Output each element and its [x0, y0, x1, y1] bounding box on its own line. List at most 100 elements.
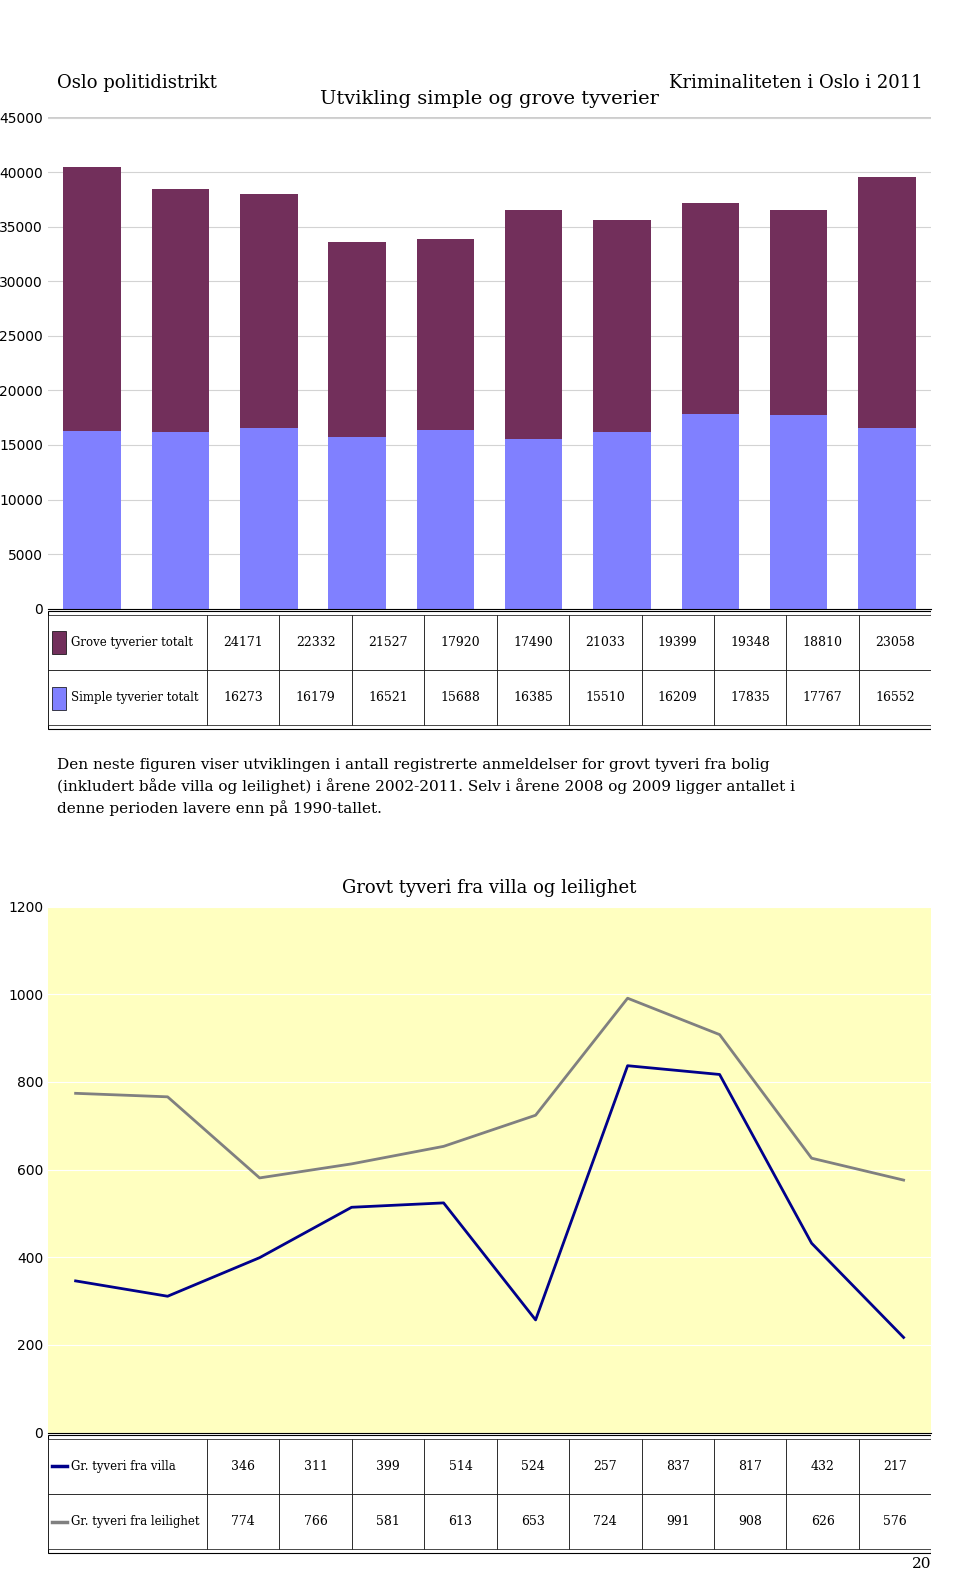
Text: 774: 774: [231, 1516, 255, 1528]
Bar: [424, 670, 496, 725]
Bar: [496, 1493, 569, 1549]
Bar: [152, 432, 209, 608]
Bar: [858, 428, 916, 608]
Bar: [714, 1493, 786, 1549]
Bar: [569, 670, 641, 725]
Bar: [505, 440, 563, 608]
Bar: [351, 1439, 424, 1493]
Bar: [328, 438, 386, 608]
Gr. tyveri fra villa: [622, 1057, 634, 1076]
Bar: [63, 168, 121, 432]
Text: 16552: 16552: [876, 690, 915, 705]
Text: 19399: 19399: [658, 636, 698, 649]
Gr. tyveri fra leilighet: [438, 1136, 449, 1155]
Bar: [351, 670, 424, 725]
Text: Kriminaliteten i Oslo i 2011: Kriminaliteten i Oslo i 2011: [668, 73, 923, 92]
Bar: [593, 221, 651, 432]
Text: 16273: 16273: [224, 690, 263, 705]
Text: 837: 837: [666, 1460, 689, 1473]
Bar: [424, 1493, 496, 1549]
Bar: [641, 1493, 714, 1549]
Text: 21033: 21033: [586, 636, 625, 649]
Bar: [569, 614, 641, 670]
Text: 991: 991: [666, 1516, 689, 1528]
Text: 311: 311: [303, 1460, 327, 1473]
Text: 19348: 19348: [731, 636, 770, 649]
Gr. tyveri fra leilighet: [346, 1154, 357, 1173]
Bar: [207, 1493, 279, 1549]
Bar: [417, 430, 474, 608]
Text: 524: 524: [521, 1460, 544, 1473]
Bar: [417, 240, 474, 430]
Bar: [770, 209, 828, 414]
Text: 346: 346: [231, 1460, 255, 1473]
Bar: [496, 1439, 569, 1493]
Bar: [682, 414, 739, 608]
Gr. tyveri fra leilighet: [530, 1106, 541, 1125]
Text: 626: 626: [810, 1516, 834, 1528]
Bar: [240, 428, 298, 608]
Text: 653: 653: [521, 1516, 545, 1528]
Text: 908: 908: [738, 1516, 762, 1528]
Gr. tyveri fra villa: [162, 1287, 174, 1306]
Gr. tyveri fra leilighet: [253, 1168, 265, 1187]
Bar: [786, 670, 859, 725]
Text: 16209: 16209: [658, 690, 698, 705]
Bar: [279, 1439, 351, 1493]
Text: 18810: 18810: [803, 636, 843, 649]
Bar: [786, 614, 859, 670]
Text: 17767: 17767: [803, 690, 842, 705]
Gr. tyveri fra leilighet: [70, 1084, 82, 1103]
Text: 20: 20: [912, 1557, 931, 1571]
Gr. tyveri fra leilighet: [714, 1025, 726, 1044]
Bar: [682, 203, 739, 414]
Line: Gr. tyveri fra leilighet: Gr. tyveri fra leilighet: [76, 998, 903, 1181]
Bar: [53, 687, 65, 709]
Bar: [569, 1493, 641, 1549]
Bar: [424, 1439, 496, 1493]
Text: 766: 766: [303, 1516, 327, 1528]
Text: Oslo politidistrikt: Oslo politidistrikt: [57, 73, 217, 92]
Gr. tyveri fra villa: [530, 1311, 541, 1330]
Text: 576: 576: [883, 1516, 907, 1528]
Gr. tyveri fra leilighet: [622, 989, 634, 1008]
Text: 16385: 16385: [513, 690, 553, 705]
Bar: [641, 614, 714, 670]
Text: 217: 217: [883, 1460, 907, 1473]
Bar: [351, 614, 424, 670]
Text: 817: 817: [738, 1460, 762, 1473]
Bar: [207, 1439, 279, 1493]
Text: Den neste figuren viser utviklingen i antall registrerte anmeldelser for grovt t: Den neste figuren viser utviklingen i an…: [57, 757, 795, 816]
Gr. tyveri fra leilighet: [162, 1087, 174, 1106]
Gr. tyveri fra villa: [253, 1247, 265, 1266]
Text: 15510: 15510: [586, 690, 625, 705]
Gr. tyveri fra leilighet: [898, 1171, 909, 1190]
Bar: [63, 432, 121, 608]
Text: 21527: 21527: [369, 636, 408, 649]
Bar: [279, 1493, 351, 1549]
Text: 17835: 17835: [731, 690, 770, 705]
Bar: [207, 670, 279, 725]
Text: 22332: 22332: [296, 636, 335, 649]
Text: 16179: 16179: [296, 690, 335, 705]
Bar: [859, 614, 931, 670]
Text: 15688: 15688: [441, 690, 480, 705]
Text: 581: 581: [376, 1516, 400, 1528]
Bar: [207, 614, 279, 670]
Bar: [496, 614, 569, 670]
Bar: [859, 1439, 931, 1493]
Gr. tyveri fra villa: [714, 1065, 726, 1084]
Text: 17920: 17920: [441, 636, 480, 649]
Line: Gr. tyveri fra villa: Gr. tyveri fra villa: [76, 1066, 903, 1338]
Bar: [279, 670, 351, 725]
Bar: [48, 1493, 207, 1549]
Gr. tyveri fra leilighet: [805, 1149, 817, 1168]
Bar: [770, 414, 828, 608]
Bar: [152, 189, 209, 432]
Bar: [48, 614, 207, 670]
Gr. tyveri fra villa: [805, 1233, 817, 1252]
Text: 24171: 24171: [224, 636, 263, 649]
Bar: [858, 176, 916, 428]
Title: Grovt tyveri fra villa og leilighet: Grovt tyveri fra villa og leilighet: [343, 879, 636, 897]
Bar: [569, 1439, 641, 1493]
